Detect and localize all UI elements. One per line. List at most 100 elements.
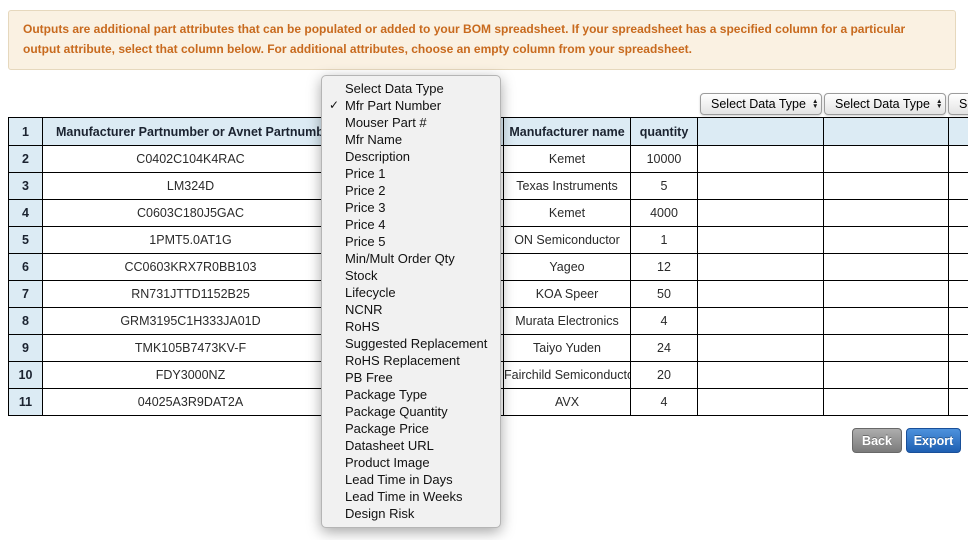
cell-extra2 xyxy=(823,280,949,308)
cell-part: 04025A3R9DAT2A xyxy=(42,388,339,416)
cell-part: RN731JTTD1152B25 xyxy=(42,280,339,308)
cell-mfr: KOA Speer xyxy=(503,280,631,308)
cell-extra1 xyxy=(697,334,824,362)
cell-num: 8 xyxy=(8,307,43,335)
select-value-label: Select Data Type xyxy=(959,97,968,111)
cell-num: 7 xyxy=(8,280,43,308)
arrow-down-icon: ▼ xyxy=(935,103,943,110)
arrow-down-icon: ▼ xyxy=(811,103,819,110)
menu-item[interactable]: Price 3 xyxy=(345,200,386,215)
cell-num: 11 xyxy=(8,388,43,416)
menu-item[interactable]: ✓ Mfr Part Number xyxy=(329,98,442,113)
menu-item[interactable]: PB Free xyxy=(345,370,393,385)
cell-extra3 xyxy=(948,253,968,281)
column-header-part: Manufacturer Partnumber or Avnet Partnum… xyxy=(42,117,339,146)
cell-extra3 xyxy=(948,145,968,173)
cell-extra2 xyxy=(823,145,949,173)
cell-part: 1PMT5.0AT1G xyxy=(42,226,339,254)
column-header-qty: quantity xyxy=(630,117,698,146)
data-type-popup-menu: Select Data Type ✓ Mfr Part Number Mouser P… xyxy=(321,75,501,528)
table-row: 2 C0402C104K4RAC Kemet 10000 xyxy=(8,145,968,173)
cell-extra1 xyxy=(697,307,824,335)
menu-item[interactable]: Package Price xyxy=(345,421,429,436)
cell-part: FDY3000NZ xyxy=(42,361,339,389)
cell-extra3 xyxy=(948,334,968,362)
cell-extra1 xyxy=(697,388,824,416)
cell-extra1 xyxy=(697,361,824,389)
column-header-mfr: Manufacturer name xyxy=(503,117,631,146)
menu-item[interactable]: Mfr Name xyxy=(345,132,403,147)
arrow-up-icon: ▲ xyxy=(811,97,819,105)
arrow-up-icon: ▲ xyxy=(935,97,943,105)
cell-mfr: AVX xyxy=(503,388,631,416)
menu-item[interactable]: Price 2 xyxy=(345,183,386,198)
menu-item[interactable]: Price 1 xyxy=(345,166,386,181)
menu-item[interactable]: RoHS Replacement xyxy=(345,353,460,368)
menu-item[interactable]: Package Quantity xyxy=(345,404,448,419)
select-value-label: Select Data Type xyxy=(711,97,806,111)
menu-item[interactable]: Package Type xyxy=(345,387,428,402)
menu-item[interactable]: Design Risk xyxy=(345,506,415,521)
cell-qty: 24 xyxy=(630,334,698,362)
column-data-type-select[interactable]: Select Data Type▲▼ xyxy=(948,93,968,115)
cell-extra1 xyxy=(697,199,824,227)
select-value-label: Select Data Type xyxy=(835,97,930,111)
menu-item[interactable]: Product Image xyxy=(345,455,430,470)
cell-extra1 xyxy=(697,280,824,308)
cell-extra3 xyxy=(948,172,968,200)
export-button[interactable]: Export xyxy=(906,428,961,453)
cell-extra2 xyxy=(823,199,949,227)
cell-num: 3 xyxy=(8,172,43,200)
cell-extra3 xyxy=(948,307,968,335)
menu-item[interactable]: Lead Time in Days xyxy=(345,472,453,487)
cell-num: 2 xyxy=(8,145,43,173)
back-button[interactable]: Back xyxy=(852,428,902,453)
menu-item[interactable]: NCNR xyxy=(345,302,383,317)
menu-item[interactable]: Lifecycle xyxy=(345,285,396,300)
cell-extra2 xyxy=(823,334,949,362)
menu-item[interactable]: RoHS xyxy=(345,319,380,334)
cell-part: C0402C104K4RAC xyxy=(42,145,339,173)
cell-num: 10 xyxy=(8,361,43,389)
menu-item[interactable]: Mouser Part # xyxy=(345,115,427,130)
column-data-type-select[interactable]: Select Data Type ▲▼ xyxy=(824,93,946,115)
cell-num: 4 xyxy=(8,199,43,227)
cell-part: C0603C180J5GAC xyxy=(42,199,339,227)
updown-arrows-icon: ▲ ▼ xyxy=(806,97,819,110)
column-header-extra3 xyxy=(948,117,968,146)
cell-part: CC0603KRX7R0BB103 xyxy=(42,253,339,281)
cell-extra1 xyxy=(697,226,824,254)
table-header: 1 Manufacturer Partnumber or Avnet Partnu… xyxy=(8,117,968,146)
cell-mfr: Kemet xyxy=(503,145,631,173)
menu-item[interactable]: Price 5 xyxy=(345,234,386,249)
cell-extra2 xyxy=(823,307,949,335)
cell-mfr: Yageo xyxy=(503,253,631,281)
menu-item[interactable]: Stock xyxy=(345,268,378,283)
cell-mfr: Texas Instruments xyxy=(503,172,631,200)
checkmark-icon: ✓ xyxy=(329,98,340,112)
cell-extra3 xyxy=(948,388,968,416)
menu-item[interactable]: Select Data Type xyxy=(345,81,444,96)
menu-item[interactable]: Min/Mult Order Qty xyxy=(345,251,455,266)
menu-item[interactable]: Lead Time in Weeks xyxy=(345,489,463,504)
cell-qty: 4000 xyxy=(630,199,698,227)
cell-extra1 xyxy=(697,253,824,281)
cell-extra2 xyxy=(823,388,949,416)
cell-extra2 xyxy=(823,253,949,281)
cell-extra3 xyxy=(948,280,968,308)
table-row: 3 LM324D Texas Instruments 5 xyxy=(8,172,968,200)
menu-item[interactable]: Description xyxy=(345,149,411,164)
cell-qty: 4 xyxy=(630,388,698,416)
cell-part: TMK105B7473KV-F xyxy=(42,334,339,362)
menu-item[interactable]: Price 4 xyxy=(345,217,386,232)
column-data-type-select[interactable]: Select Data Type▲▼ xyxy=(700,93,822,115)
cell-extra3 xyxy=(948,199,968,227)
cell-qty: 1 xyxy=(630,226,698,254)
menu-item[interactable]: Suggested Replacement xyxy=(345,336,488,351)
menu-item[interactable]: Datasheet URL xyxy=(345,438,434,453)
cell-extra2 xyxy=(823,172,949,200)
cell-mfr: ON Semiconductor xyxy=(503,226,631,254)
banner-text: Outputs are additional part attributes t… xyxy=(23,22,906,56)
cell-num: 6 xyxy=(8,253,43,281)
outputs-instruction-banner: Outputs are additional part attributes t… xyxy=(8,10,956,70)
